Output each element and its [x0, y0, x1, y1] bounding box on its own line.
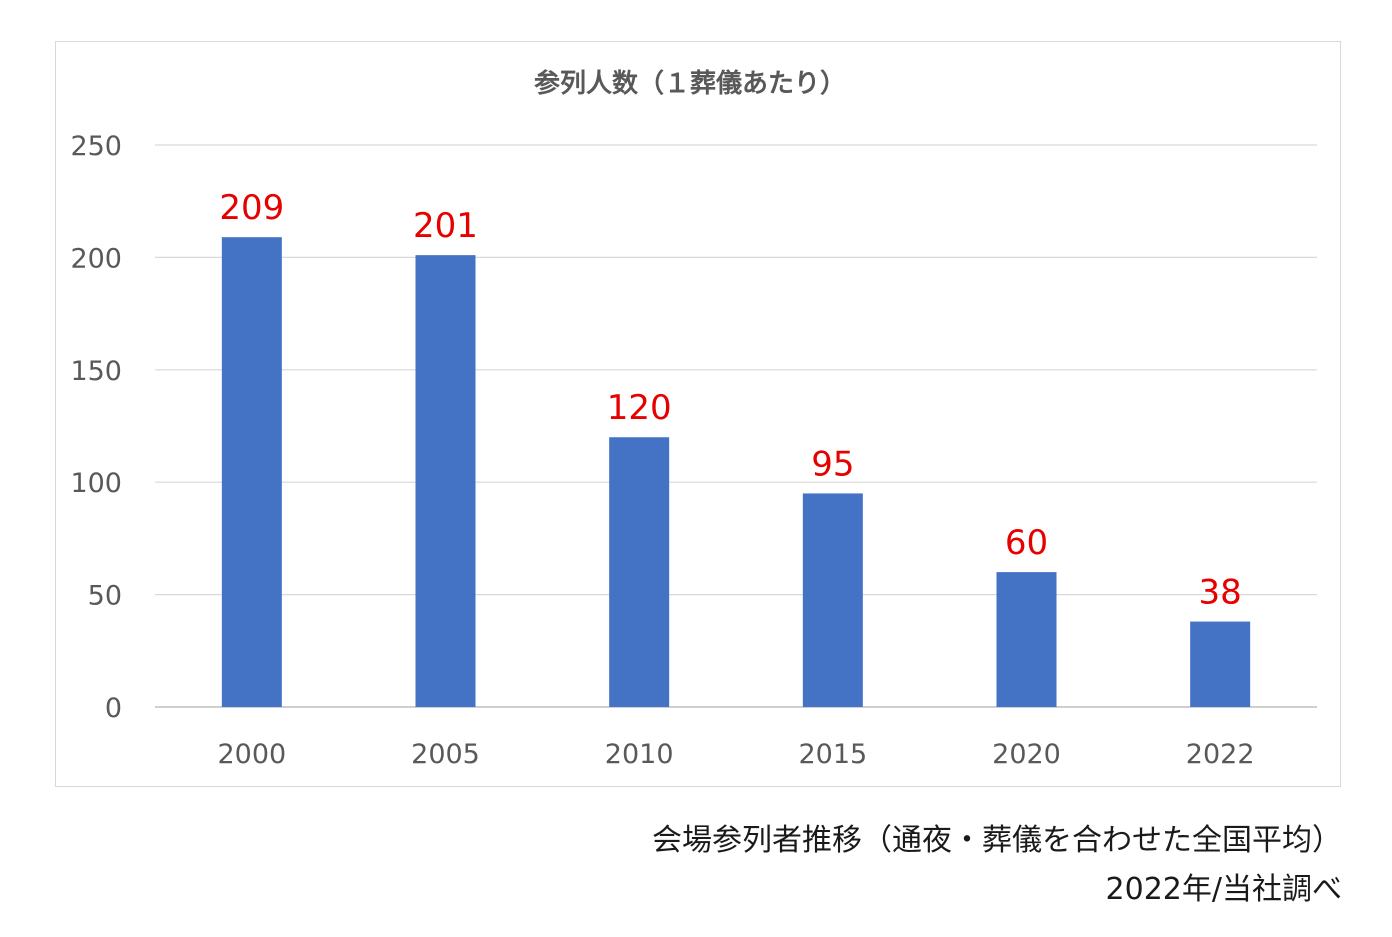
x-category-label: 2015 — [798, 739, 867, 770]
bar-2015 — [802, 493, 863, 707]
y-tick-label: 150 — [70, 356, 122, 387]
y-tick-label: 100 — [70, 468, 122, 499]
bar-2000 — [221, 237, 282, 707]
bar-2022 — [1190, 621, 1251, 707]
data-label-2020: 60 — [1005, 523, 1048, 563]
bar-2010 — [609, 437, 670, 707]
x-category-label: 2010 — [605, 739, 674, 770]
chart-title: 参列人数（１葬儀あたり） — [534, 68, 846, 99]
bar-2020 — [996, 572, 1057, 707]
data-label-2000: 209 — [219, 188, 284, 228]
caption-description: 会場参列者推移（通夜・葬儀を合わせた全国平均） — [652, 823, 1342, 858]
y-tick-label: 250 — [70, 131, 122, 162]
y-tick-label: 0 — [105, 693, 122, 724]
data-label-2022: 38 — [1199, 573, 1242, 613]
x-category-label: 2000 — [217, 739, 286, 770]
bars — [221, 237, 1251, 708]
y-tick-label: 200 — [70, 243, 122, 274]
x-category-label: 2020 — [992, 739, 1061, 770]
data-label-2010: 120 — [607, 388, 672, 428]
x-axis-categories: 2000 2005 2010 2015 2020 2022 — [217, 739, 1254, 770]
data-label-2005: 201 — [413, 206, 478, 246]
bar-2005 — [415, 255, 476, 708]
gridlines — [155, 144, 1317, 708]
data-labels: 209 201 120 95 60 38 — [219, 188, 1241, 612]
data-label-2015: 95 — [811, 444, 854, 484]
x-category-label: 2005 — [411, 739, 480, 770]
x-category-label: 2022 — [1186, 739, 1255, 770]
y-tick-label: 50 — [88, 581, 122, 612]
y-axis-ticks: 0 50 100 150 200 250 — [70, 131, 122, 724]
caption-source: 2022年/当社調べ — [1105, 872, 1342, 907]
